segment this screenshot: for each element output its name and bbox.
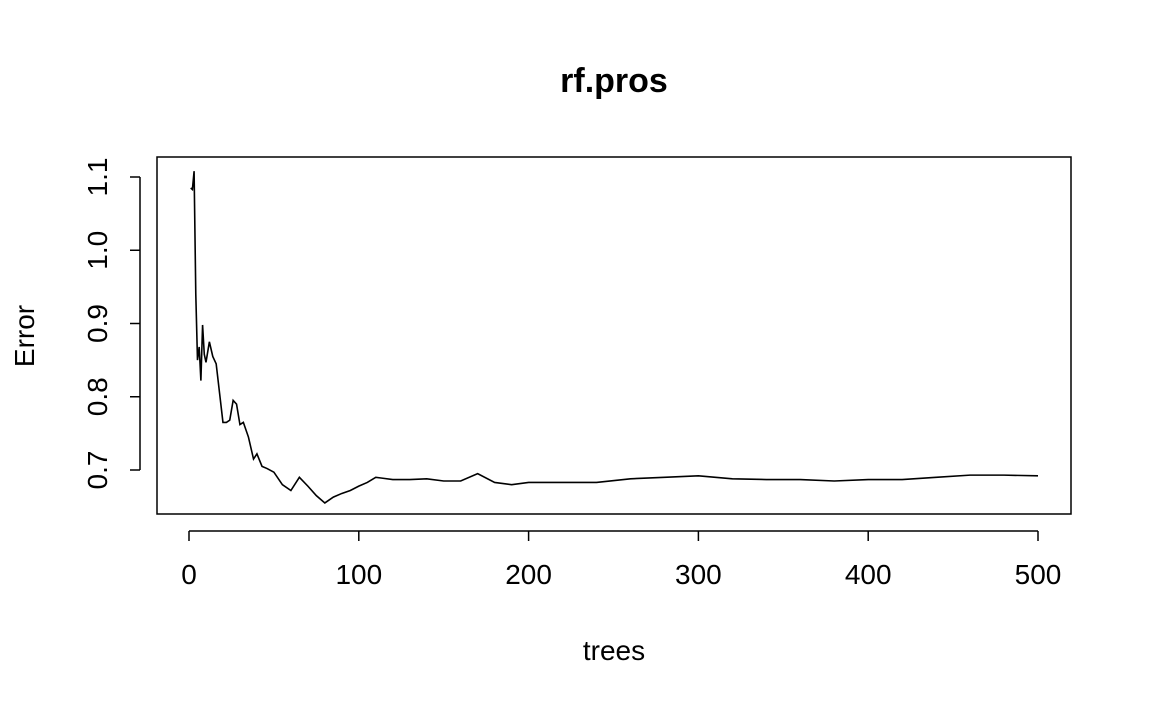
- y-tick-label: 1.0: [82, 231, 113, 270]
- x-tick-label: 200: [505, 559, 552, 590]
- plot-frame: [156, 156, 1072, 515]
- series-layer: [190, 171, 1039, 504]
- chart-title: rf.pros: [560, 62, 668, 100]
- x-axis: 0 100 200 300 400 500: [181, 530, 1062, 590]
- y-tick-label: 0.8: [82, 377, 113, 416]
- x-axis-label: trees: [583, 635, 645, 666]
- x-tick-label: 100: [335, 559, 382, 590]
- x-tick-label: 0: [181, 559, 197, 590]
- x-tick-label: 400: [845, 559, 892, 590]
- x-tick-label: 500: [1015, 559, 1062, 590]
- y-axis-label: Error: [9, 305, 40, 367]
- y-axis: 0.7 0.8 0.9 1.0 1.1: [82, 158, 141, 490]
- y-tick-label: 0.9: [82, 304, 113, 343]
- y-tick-label: 0.7: [82, 451, 113, 490]
- x-tick-label: 300: [675, 559, 722, 590]
- y-tick-label: 1.1: [82, 158, 113, 197]
- series-line-0: [190, 171, 1039, 504]
